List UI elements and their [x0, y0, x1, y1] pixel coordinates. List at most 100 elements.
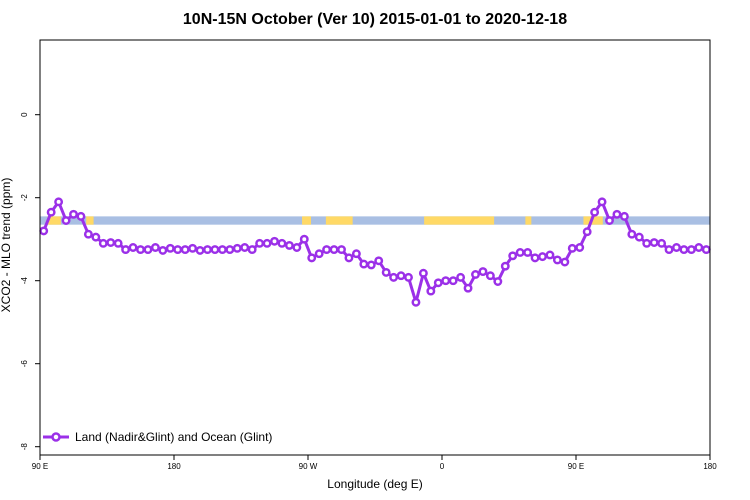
x-tick-label: 90 W: [299, 462, 318, 471]
data-point: [374, 256, 384, 266]
data-point: [649, 238, 659, 247]
land-band-segment: [525, 216, 532, 225]
data-point: [493, 277, 503, 286]
data-point: [54, 197, 64, 207]
data-point: [634, 232, 644, 242]
y-tick-label: 0: [20, 112, 29, 117]
land-band-segment: [583, 216, 603, 225]
data-point: [344, 253, 354, 263]
land-band-segment: [86, 216, 94, 225]
data-point: [98, 238, 108, 248]
land-band-segment: [47, 216, 61, 225]
data-point: [270, 236, 279, 246]
data-point: [91, 232, 101, 242]
x-tick-label: 90 E: [32, 462, 48, 471]
data-point: [605, 216, 614, 225]
legend-label: Land (Nadir&Glint) and Ocean (Glint): [75, 430, 272, 444]
data-point: [277, 238, 287, 248]
data-point: [396, 271, 406, 281]
data-point: [404, 272, 413, 282]
data-point: [642, 238, 652, 248]
x-axis: 90 E 180 90 W 0 90 E 180: [32, 455, 717, 471]
data-point: [389, 272, 399, 282]
plot-frame: [39, 39, 711, 456]
land-band-segment: [302, 216, 311, 225]
data-point: [284, 240, 294, 250]
data-point: [619, 211, 629, 221]
legend: Land (Nadir&Glint) and Ocean (Glint): [43, 430, 272, 444]
data-point: [679, 245, 689, 255]
data-point: [701, 245, 711, 255]
data-point: [657, 238, 667, 248]
data-point: [582, 227, 592, 237]
y-axis: 0 -2 -4 -6 -8: [20, 112, 40, 450]
data-point: [411, 297, 421, 307]
data-point: [61, 216, 71, 225]
data-point: [597, 197, 607, 207]
legend-marker: [51, 432, 61, 442]
data-point: [530, 253, 540, 263]
data-point: [627, 229, 637, 239]
data-point: [567, 243, 577, 253]
data-point: [366, 260, 376, 270]
data-point: [426, 286, 436, 296]
data-point: [307, 253, 317, 263]
data-point: [188, 243, 198, 253]
data-point: [121, 245, 131, 255]
data-point: [262, 238, 272, 248]
data-point: [180, 245, 190, 255]
data-point: [500, 261, 510, 271]
data-point: [612, 209, 622, 219]
y-tick-label: -4: [20, 277, 29, 285]
y-axis-label: XCO2 - MLO trend (ppm): [0, 178, 13, 313]
data-point: [686, 245, 696, 255]
surface-band: [40, 216, 710, 225]
data-point: [83, 229, 93, 239]
x-tick-label: 180: [703, 462, 717, 471]
x-axis-label: Longitude (deg E): [327, 477, 422, 491]
data-point: [359, 259, 369, 269]
data-point: [217, 245, 227, 255]
data-point: [463, 283, 473, 293]
data-point: [418, 268, 428, 278]
x-tick-label: 0: [440, 462, 445, 471]
ocean-band: [40, 216, 710, 225]
data-point: [69, 209, 78, 219]
data-point: [165, 243, 175, 253]
x-tick-label: 90 E: [568, 462, 584, 471]
data-point: [552, 255, 562, 265]
data-point: [255, 238, 265, 248]
data-point: [143, 245, 153, 255]
data-point: [590, 207, 600, 217]
y-tick-label: -2: [20, 194, 29, 202]
data-point: [538, 252, 547, 262]
data-point: [136, 245, 145, 255]
data-point: [381, 267, 391, 277]
data-point: [158, 245, 168, 255]
series-layer: [39, 197, 711, 307]
data-point: [128, 243, 138, 252]
data-point: [195, 245, 205, 255]
x-tick-label: 180: [167, 462, 181, 471]
data-point: [485, 271, 495, 281]
data-point: [240, 243, 250, 252]
data-point: [694, 243, 704, 252]
data-point: [46, 207, 56, 217]
data-point: [173, 245, 183, 255]
data-point: [448, 276, 458, 286]
data-point: [560, 257, 570, 267]
data-point: [456, 272, 466, 282]
data-point: [314, 249, 324, 259]
data-point: [433, 278, 443, 288]
data-point: [337, 245, 346, 255]
land-band-segment: [424, 216, 495, 225]
data-point: [150, 243, 160, 252]
data-point: [299, 234, 309, 244]
data-point: [575, 243, 585, 252]
data-point: [508, 251, 518, 261]
land-band-segment: [325, 216, 353, 225]
data-point: [672, 243, 681, 252]
data-point: [471, 270, 480, 279]
data-point: [106, 238, 116, 247]
